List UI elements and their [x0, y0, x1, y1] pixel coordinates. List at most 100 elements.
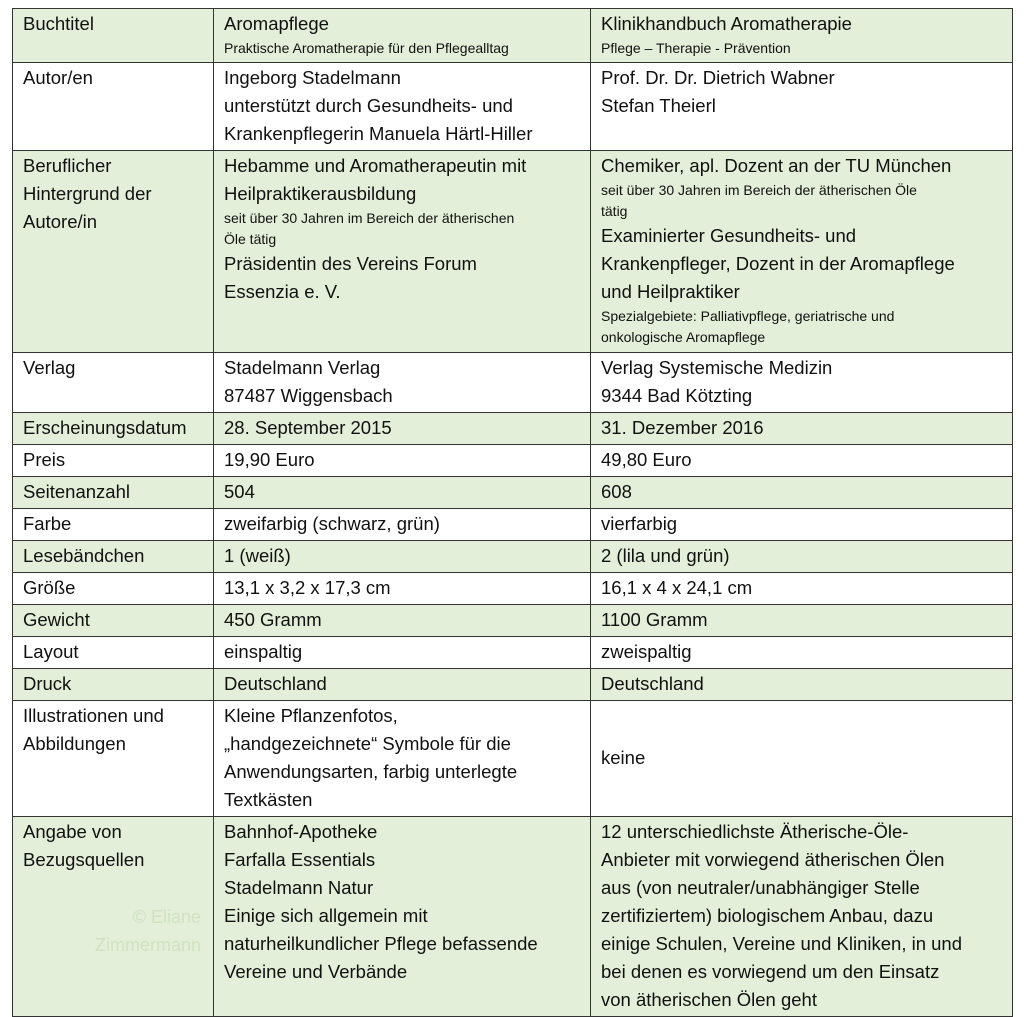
- cell-text: Farbe: [23, 513, 72, 534]
- cell-text: Spezialgebiete: Palliativpflege, geriatr…: [601, 308, 895, 324]
- cell-text: Lesebändchen: [23, 545, 145, 566]
- table-row: Layout einspaltig zweispaltig: [12, 636, 1013, 669]
- table-row: Verlag Stadelmann Verlag 87487 Wiggensbach…: [12, 352, 1013, 413]
- table-cell: Kleine Pflanzenfotos, „handgezeichnete“ S…: [213, 700, 591, 817]
- table-row: Preis 19,90 Euro 49,80 Euro: [12, 444, 1013, 477]
- table-cell: Deutschland: [590, 668, 1013, 701]
- row-header-cell: Angabe von Bezugsquellen © Eliane Zimmerman…: [12, 816, 214, 1017]
- cell-text: 16,1 x 4 x 24,1 cm: [601, 577, 753, 598]
- row-header-cell: Verlag: [12, 352, 214, 413]
- cell-text: Einige sich allgemein mit: [224, 905, 428, 926]
- cell-text: aus (von neutraler/unabhängiger Stelle: [601, 877, 920, 898]
- cell-text: zweifarbig (schwarz, grün): [224, 513, 440, 534]
- cell-text: Präsidentin des Vereins Forum: [224, 253, 477, 274]
- row-header-cell: Illustrationen und Abbildungen: [12, 700, 214, 817]
- table-cell: Chemiker, apl. Dozent an der TU München s…: [590, 150, 1013, 353]
- table-cell: 12 unterschiedlichste Ätherische-Öle- Anb…: [590, 816, 1013, 1017]
- watermark-text: © Eliane: [132, 907, 201, 927]
- cell-text: naturheilkundlicher Pflege befassende: [224, 933, 538, 954]
- cell-text: Stadelmann Verlag: [224, 357, 381, 378]
- table-cell: vierfarbig: [590, 508, 1013, 541]
- cell-text: 49,80 Euro: [601, 449, 692, 470]
- cell-text: Klinikhandbuch Aromatherapie: [601, 13, 852, 34]
- table-cell: Deutschland: [213, 668, 591, 701]
- cell-text: Krankenpfleger, Dozent in der Aromapfleg…: [601, 253, 955, 274]
- table-cell: 1 (weiß): [213, 540, 591, 573]
- table-cell: 1100 Gramm: [590, 604, 1013, 637]
- row-header-cell: Seitenanzahl: [12, 476, 214, 509]
- cell-text: 9344 Bad Kötzting: [601, 385, 753, 406]
- cell-text: Examinierter Gesundheits- und: [601, 225, 857, 246]
- cell-text: Buchtitel: [23, 13, 94, 34]
- cell-text: seit über 30 Jahren im Bereich der äther…: [601, 182, 917, 198]
- cell-text: Autore/in: [23, 211, 98, 232]
- table-cell: 49,80 Euro: [590, 444, 1013, 477]
- cell-text: Anwendungsarten, farbig unterlegte: [224, 761, 518, 782]
- cell-text: und Heilpraktiker: [601, 281, 740, 302]
- cell-text: Seitenanzahl: [23, 481, 130, 502]
- table-row: Druck Deutschland Deutschland: [12, 668, 1013, 701]
- cell-text: Hebamme und Aromatherapeutin mit: [224, 155, 527, 176]
- cell-text: Farfalla Essentials: [224, 849, 376, 870]
- cell-text: Prof. Dr. Dr. Dietrich Wabner: [601, 67, 835, 88]
- cell-text: Bezugsquellen: [23, 849, 145, 870]
- table-cell: Ingeborg Stadelmann unterstützt durch Ges…: [213, 62, 591, 151]
- cell-text: Verlag Systemische Medizin: [601, 357, 833, 378]
- cell-text: einspaltig: [224, 641, 303, 662]
- table-cell: 13,1 x 3,2 x 17,3 cm: [213, 572, 591, 605]
- cell-text: Bahnhof-Apotheke: [224, 821, 378, 842]
- cell-text: Vereine und Verbände: [224, 961, 408, 982]
- cell-text: Textkästen: [224, 789, 313, 810]
- table-cell: 28. September 2015: [213, 412, 591, 445]
- table-cell: Prof. Dr. Dr. Dietrich Wabner Stefan Thei…: [590, 62, 1013, 151]
- page: {"table": {"rows": [ {"cells": [["Buchti…: [12, 8, 1013, 1017]
- cell-text: Essenzia e. V.: [224, 281, 341, 302]
- cell-text: Krankenpflegerin Manuela Härtl-Hiller: [224, 123, 533, 144]
- table-row: Illustrationen und Abbildungen Kleine Pfla…: [12, 700, 1013, 817]
- cell-text: Verlag: [23, 357, 76, 378]
- cell-text: Angabe von: [23, 821, 122, 842]
- cell-text: bei denen es vorwiegend um den Einsatz: [601, 961, 940, 982]
- cell-text: zertifiziertem) biologischem Anbau, dazu: [601, 905, 934, 926]
- cell-text: Autor/en: [23, 67, 93, 88]
- cell-text: 450 Gramm: [224, 609, 322, 630]
- cell-text: Illustrationen und: [23, 705, 164, 726]
- cell-text: Ingeborg Stadelmann: [224, 67, 401, 88]
- row-header-cell: Lesebändchen: [12, 540, 214, 573]
- cell-text: Stefan Theierl: [601, 95, 716, 116]
- cell-text: vierfarbig: [601, 513, 678, 534]
- table-cell: Hebamme und Aromatherapeutin mit Heilprak…: [213, 150, 591, 353]
- cell-text: Anbieter mit vorwiegend ätherischen Ölen: [601, 849, 945, 870]
- table-row: Erscheinungsdatum 28. September 2015 31. D…: [12, 412, 1013, 445]
- row-header-cell: Layout: [12, 636, 214, 669]
- cell-text: 1 (weiß): [224, 545, 291, 566]
- table-cell: Stadelmann Verlag 87487 Wiggensbach: [213, 352, 591, 413]
- cell-text: onkologische Aromapflege: [601, 329, 766, 345]
- cell-text: 608: [601, 481, 632, 502]
- cell-text: keine: [601, 747, 646, 768]
- cell-text: 13,1 x 3,2 x 17,3 cm: [224, 577, 391, 598]
- table-row: Größe 13,1 x 3,2 x 17,3 cm 16,1 x 4 x 24,1…: [12, 572, 1013, 605]
- row-header-cell: Beruflicher Hintergrund der Autore/in: [12, 150, 214, 353]
- cell-text: „handgezeichnete“ Symbole für die: [224, 733, 511, 754]
- row-header-cell: Gewicht: [12, 604, 214, 637]
- cell-text: Heilpraktikerausbildung: [224, 183, 417, 204]
- table-row: Buchtitel Aromapflege Praktische Aromather…: [12, 8, 1013, 63]
- cell-text: Pflege – Therapie - Prävention: [601, 40, 791, 56]
- row-header-cell: Druck: [12, 668, 214, 701]
- cell-text: von ätherischen Ölen geht: [601, 989, 817, 1010]
- row-header-cell: Buchtitel: [12, 8, 214, 63]
- row-header-cell: Erscheinungsdatum: [12, 412, 214, 445]
- table-cell: 31. Dezember 2016: [590, 412, 1013, 445]
- cell-text: Gewicht: [23, 609, 90, 630]
- cell-text: Beruflicher: [23, 155, 112, 176]
- cell-text: 19,90 Euro: [224, 449, 315, 470]
- table-row: Angabe von Bezugsquellen © Eliane Zimmerman…: [12, 816, 1013, 1017]
- table-cell: Bahnhof-Apotheke Farfalla Essentials Stade…: [213, 816, 591, 1017]
- cell-text: Preis: [23, 449, 66, 470]
- cell-text: Erscheinungsdatum: [23, 417, 187, 438]
- table-cell: 450 Gramm: [213, 604, 591, 637]
- row-header-cell: Farbe: [12, 508, 214, 541]
- table-cell: 19,90 Euro: [213, 444, 591, 477]
- cell-text: einige Schulen, Vereine und Kliniken, in…: [601, 933, 963, 954]
